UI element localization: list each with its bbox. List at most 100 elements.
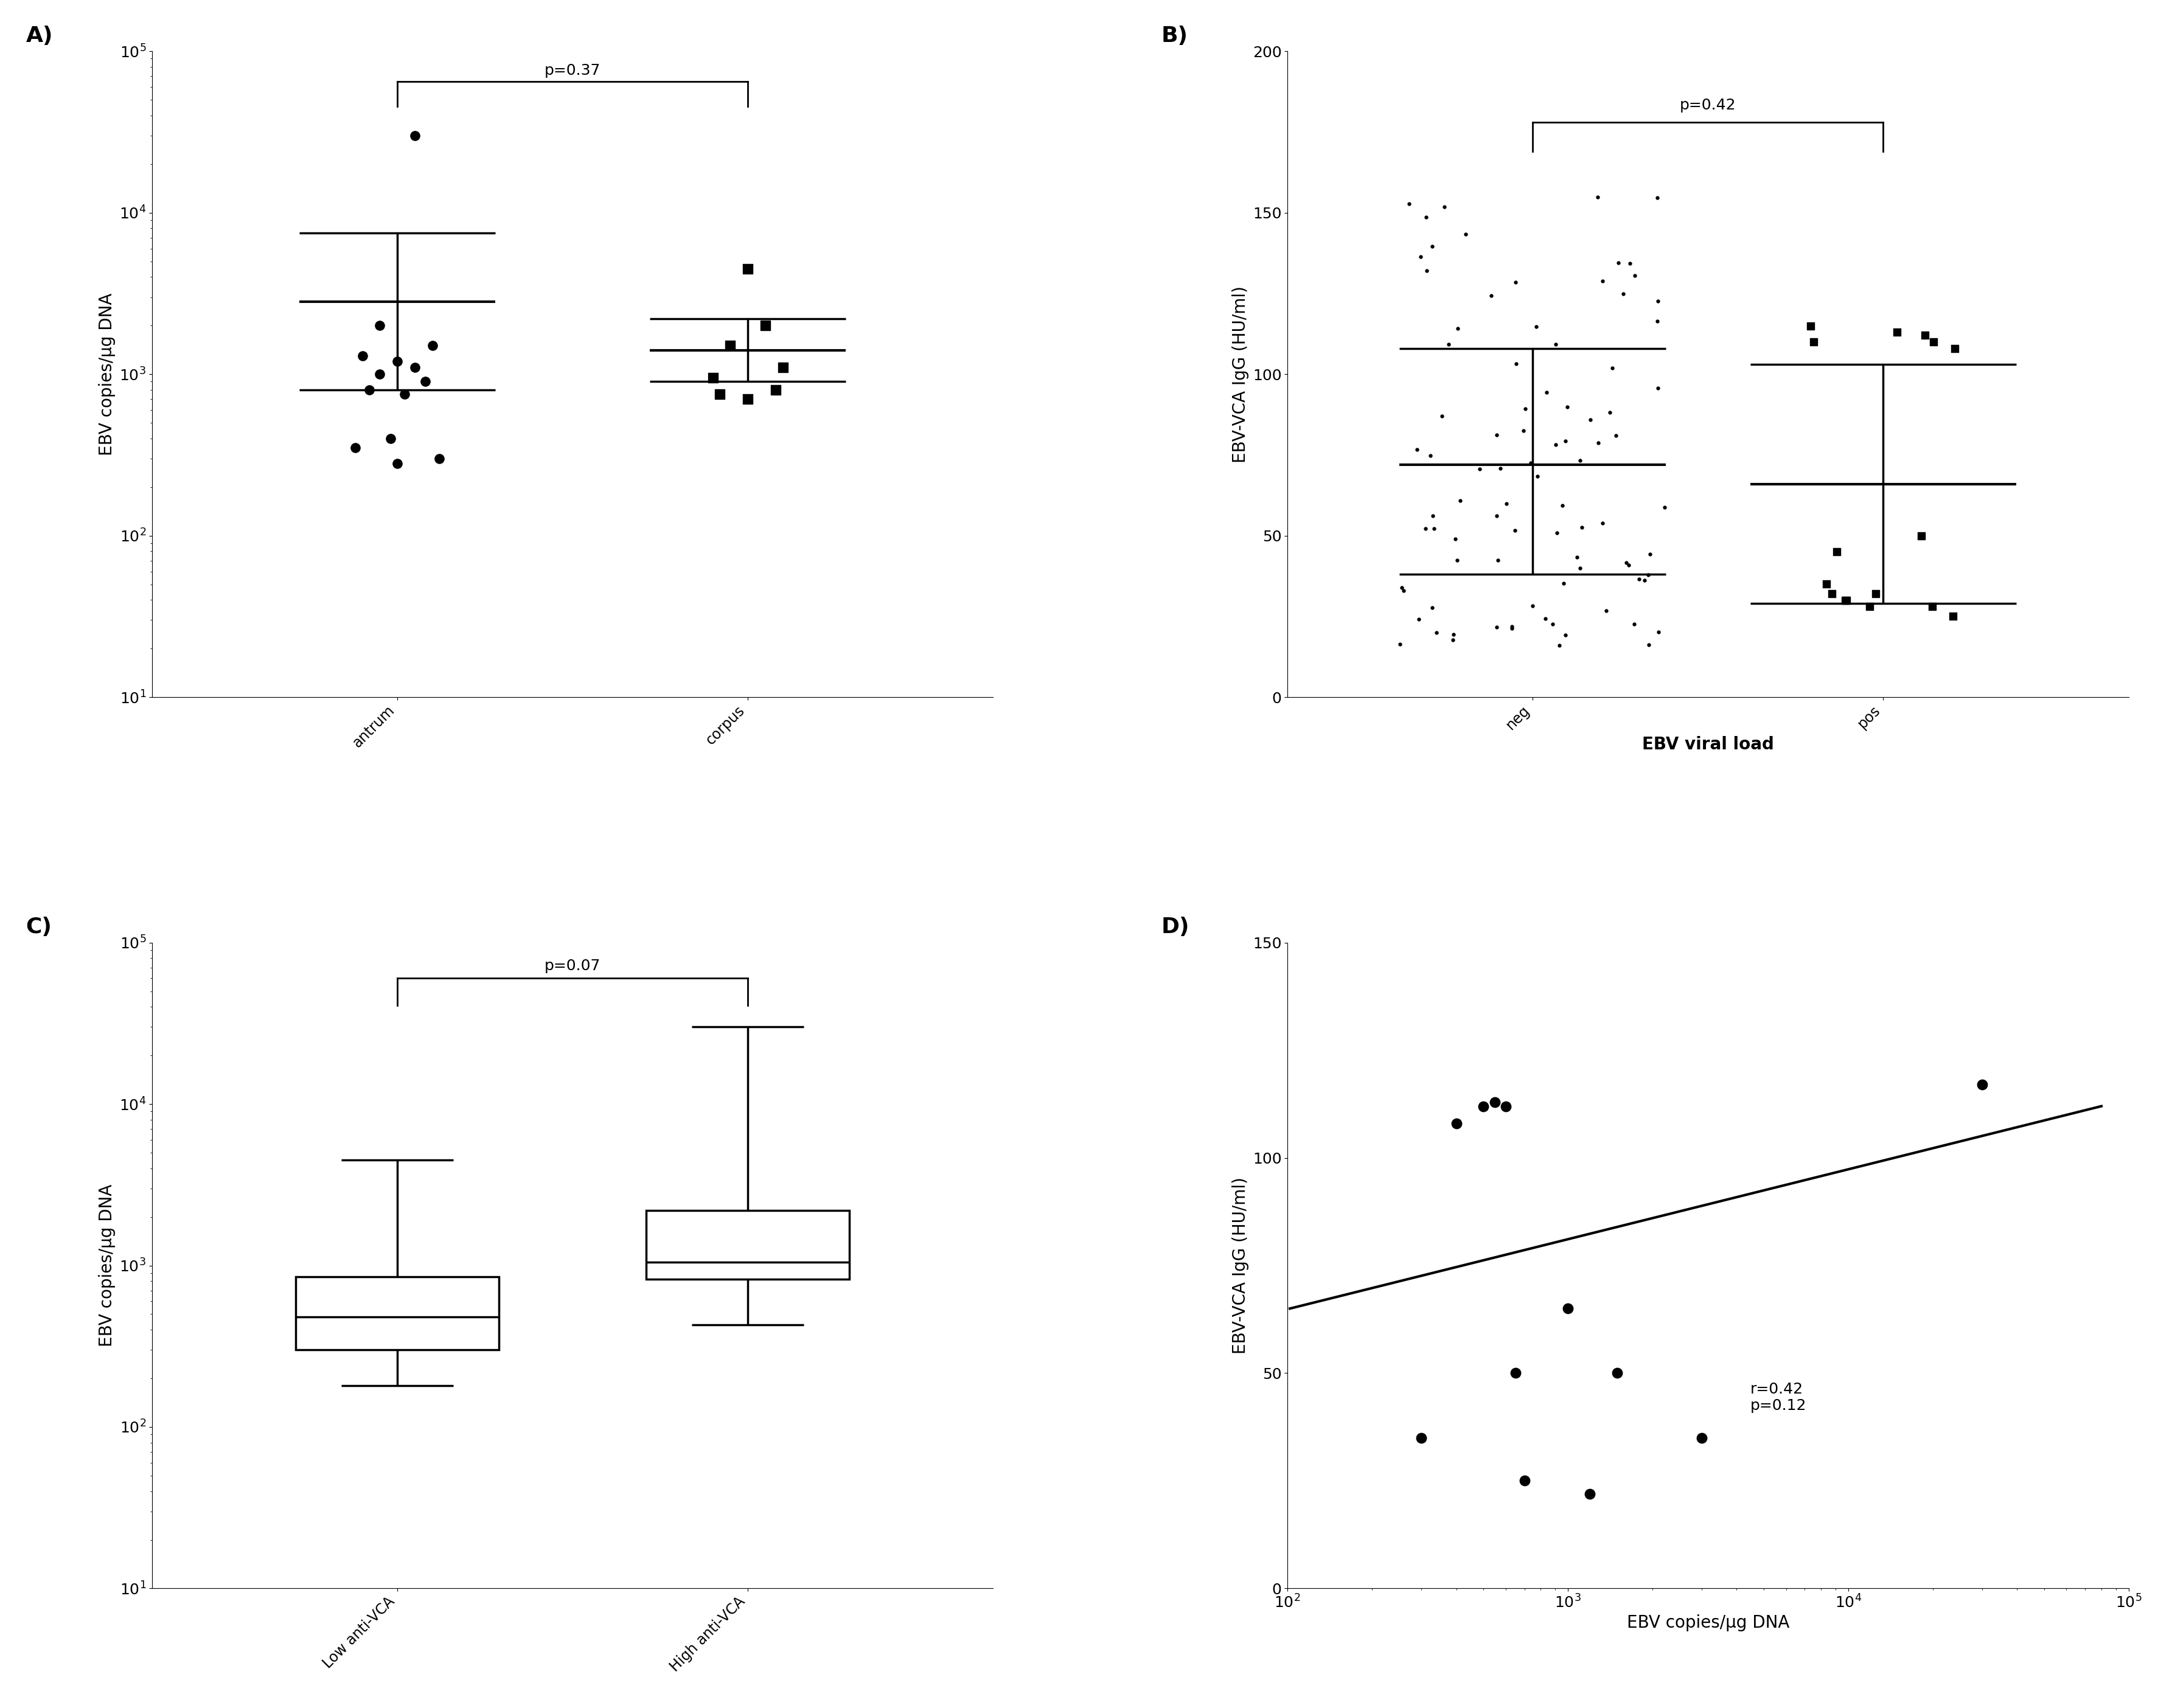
Point bbox=[374, 425, 408, 453]
Point bbox=[1966, 1071, 2000, 1098]
Point bbox=[1507, 395, 1542, 422]
Point bbox=[397, 354, 432, 381]
Point bbox=[1549, 427, 1583, 454]
Point bbox=[1416, 514, 1451, 541]
Text: p=0.42: p=0.42 bbox=[1679, 97, 1735, 113]
Point bbox=[1438, 526, 1473, 553]
Point bbox=[1414, 594, 1449, 622]
Point bbox=[397, 121, 432, 149]
Text: p=0.37: p=0.37 bbox=[545, 63, 602, 79]
X-axis label: EBV viral load: EBV viral load bbox=[1642, 736, 1775, 753]
Point bbox=[1612, 249, 1646, 277]
Point bbox=[1564, 555, 1599, 582]
Point bbox=[1640, 618, 1675, 646]
Point bbox=[1559, 543, 1594, 570]
Point bbox=[1581, 429, 1616, 456]
Point bbox=[1436, 627, 1470, 654]
Point bbox=[758, 376, 793, 403]
Point bbox=[1438, 1110, 1473, 1138]
Point bbox=[1401, 606, 1436, 634]
Point bbox=[1516, 593, 1551, 620]
Point bbox=[1640, 287, 1675, 314]
Point bbox=[380, 348, 415, 376]
Point bbox=[1907, 321, 1942, 348]
Point bbox=[1594, 354, 1629, 381]
Point bbox=[1436, 620, 1470, 647]
Point bbox=[1631, 632, 1666, 659]
Point bbox=[1499, 516, 1533, 543]
Point bbox=[1414, 232, 1449, 260]
Point bbox=[1916, 328, 1950, 355]
Point bbox=[1540, 519, 1575, 547]
Point bbox=[1588, 596, 1622, 623]
Point bbox=[1551, 1295, 1586, 1322]
Point bbox=[1794, 313, 1829, 340]
Point bbox=[1581, 183, 1616, 210]
Point bbox=[1820, 538, 1855, 565]
Text: r=0.42
p=0.12: r=0.42 p=0.12 bbox=[1751, 1382, 1807, 1413]
Point bbox=[339, 434, 374, 461]
Point bbox=[1564, 447, 1599, 475]
Point bbox=[765, 354, 799, 381]
Point bbox=[1518, 313, 1553, 340]
Point bbox=[1386, 577, 1420, 605]
Text: A): A) bbox=[26, 26, 52, 46]
Point bbox=[1640, 184, 1675, 212]
Point bbox=[1479, 502, 1514, 529]
Point bbox=[1573, 1481, 1607, 1508]
Point bbox=[1592, 398, 1627, 425]
Point bbox=[1633, 540, 1668, 567]
Point bbox=[1573, 407, 1607, 434]
Bar bbox=[295, 1278, 500, 1349]
Point bbox=[747, 313, 782, 340]
Point bbox=[1935, 603, 1970, 630]
Point bbox=[1564, 514, 1599, 541]
Point bbox=[1507, 417, 1542, 444]
Point bbox=[1601, 249, 1636, 277]
Text: C): C) bbox=[26, 917, 52, 938]
Point bbox=[1473, 282, 1507, 309]
Point bbox=[1536, 610, 1570, 637]
Point bbox=[352, 376, 387, 403]
Point bbox=[1403, 243, 1438, 270]
Point bbox=[415, 331, 450, 359]
Point bbox=[1479, 613, 1514, 640]
Point bbox=[695, 364, 730, 391]
Point bbox=[1416, 502, 1451, 529]
Point bbox=[712, 331, 747, 359]
Text: B): B) bbox=[1162, 26, 1188, 46]
Point bbox=[1392, 190, 1427, 217]
Bar bbox=[645, 1211, 849, 1279]
Point bbox=[1499, 350, 1533, 377]
Point bbox=[1829, 586, 1864, 613]
Point bbox=[1814, 581, 1848, 608]
Point bbox=[1609, 548, 1644, 576]
Point bbox=[1410, 258, 1444, 285]
Point bbox=[1546, 570, 1581, 598]
Point bbox=[1477, 1088, 1512, 1115]
Point bbox=[1853, 593, 1887, 620]
Point bbox=[1499, 1360, 1533, 1387]
Point bbox=[380, 449, 415, 477]
Point bbox=[1399, 436, 1434, 463]
Point bbox=[1640, 374, 1675, 401]
Point bbox=[363, 360, 397, 388]
Point bbox=[1618, 261, 1653, 289]
Point bbox=[1442, 487, 1477, 514]
Point bbox=[1586, 268, 1620, 295]
X-axis label: EBV copies/μg DNA: EBV copies/μg DNA bbox=[1627, 1614, 1790, 1631]
Point bbox=[1627, 567, 1662, 594]
Point bbox=[1425, 401, 1460, 429]
Point bbox=[1427, 193, 1462, 220]
Point bbox=[1538, 330, 1573, 357]
Point bbox=[1527, 605, 1562, 632]
Text: p=0.07: p=0.07 bbox=[545, 958, 602, 974]
Point bbox=[1462, 456, 1497, 483]
Point bbox=[1646, 494, 1681, 521]
Point bbox=[1440, 547, 1475, 574]
Point bbox=[1599, 422, 1633, 449]
Point bbox=[1640, 307, 1675, 335]
Point bbox=[1549, 622, 1583, 649]
Point bbox=[730, 254, 765, 282]
Point bbox=[1916, 593, 1950, 620]
